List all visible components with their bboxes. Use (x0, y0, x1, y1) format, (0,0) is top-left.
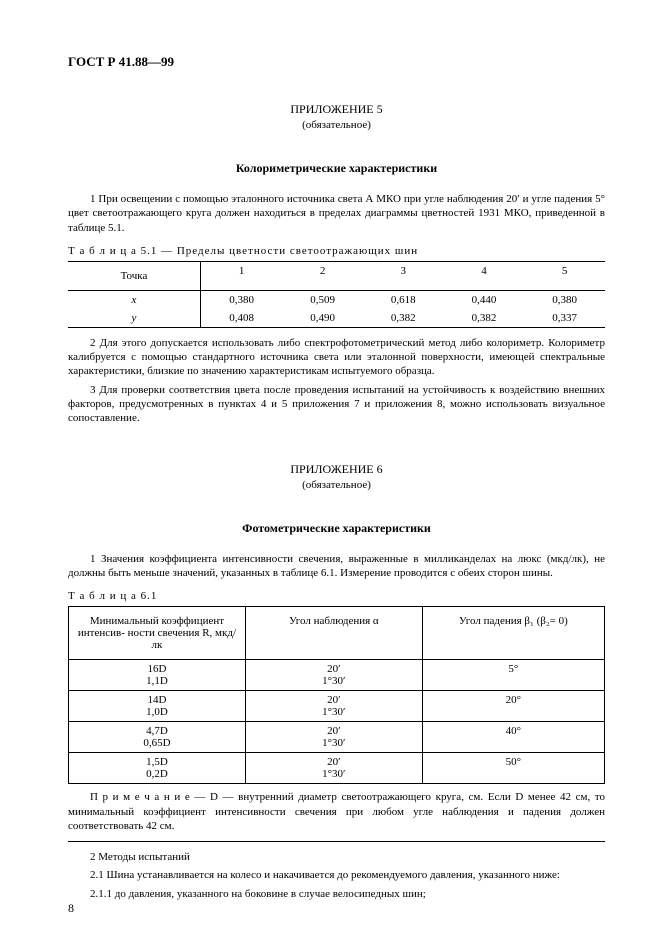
appendix5-subtitle: (обязательное) (68, 119, 605, 131)
t51-cell: 0,509 (282, 290, 363, 309)
t61-cell: 14D1,0D (69, 691, 246, 722)
t61-cell: 4,7D0,65D (69, 722, 246, 753)
app5-para1: 1 При освещении с помощью эталонного ист… (68, 192, 605, 235)
t61-header: Угол наблюдения α (245, 607, 422, 660)
page-number: 8 (68, 901, 74, 916)
t61-cell: 40° (422, 722, 604, 753)
t51-cell: 0,380 (201, 290, 283, 309)
t61-cell: 20′1°30′ (245, 722, 422, 753)
app5-para3-text: 3 Для проверки соответствия цвета после … (68, 384, 605, 425)
appendix6-section-title: Фотометрические характеристики (68, 521, 605, 536)
t61-cell: 1,5D0,2D (69, 753, 246, 784)
app6-para2-text: 2 Методы испытаний (90, 851, 190, 863)
t51-col: 4 (444, 261, 525, 290)
t61-cell: 20′1°30′ (245, 660, 422, 691)
table-51: Точка 1 2 3 4 5 x 0,380 0,509 0,618 0,44… (68, 261, 605, 328)
t51-col: 2 (282, 261, 363, 290)
app5-para2: 2 Для этого допускается использовать либ… (68, 336, 605, 379)
appendix5-section-title: Колориметрические характеристики (68, 161, 605, 176)
t51-cell: 0,382 (444, 309, 525, 328)
app6-para2-1-1: 2.1.1 до давления, указанного на боковин… (68, 887, 605, 901)
appendix5-title: ПРИЛОЖЕНИЕ 5 (68, 102, 605, 117)
table61-note: П р и м е ч а н и е — D — внутренний диа… (68, 790, 605, 842)
appendix6-title: ПРИЛОЖЕНИЕ 6 (68, 462, 605, 477)
t61-cell: 16D1,1D (69, 660, 246, 691)
t61-cell: 5° (422, 660, 604, 691)
app6-para2-1: 2.1 Шина устанавливается на колесо и нак… (68, 868, 605, 882)
t51-cell: 0,380 (524, 290, 605, 309)
t61-cell: 20′1°30′ (245, 753, 422, 784)
t61-header: Угол падения β₁ (β₂= 0) (422, 607, 604, 660)
table61-caption: Т а б л и ц а 6.1 (68, 590, 605, 602)
app6-para2: 2 Методы испытаний (68, 850, 605, 864)
app6-para1: 1 Значения коэффициента интенсивности св… (68, 552, 605, 581)
t51-cell: 0,337 (524, 309, 605, 328)
t51-row-label: x (68, 290, 201, 309)
t51-cell: 0,490 (282, 309, 363, 328)
app6-para1-text: 1 Значения коэффициента интенсивности св… (68, 553, 605, 579)
app5-para2-text: 2 Для этого допускается использовать либ… (68, 337, 605, 378)
t51-col: 3 (363, 261, 444, 290)
t51-point-label: Точка (68, 261, 201, 290)
t61-cell: 20′1°30′ (245, 691, 422, 722)
table51-caption: Т а б л и ц а 5.1 — Пределы цветности св… (68, 245, 605, 257)
t51-cell: 0,382 (363, 309, 444, 328)
app6-para2-1-1-text: 2.1.1 до давления, указанного на боковин… (90, 888, 426, 900)
app6-para2-1-text: 2.1 Шина устанавливается на колесо и нак… (90, 869, 560, 881)
t51-cell: 0,408 (201, 309, 283, 328)
table61-note-text: П р и м е ч а н и е — D — внутренний диа… (68, 791, 605, 832)
t61-header: Минимальный коэффициент интенсив- ности … (69, 607, 246, 660)
t61-cell: 20° (422, 691, 604, 722)
table-61: Минимальный коэффициент интенсив- ности … (68, 606, 605, 784)
t51-col: 1 (201, 261, 283, 290)
app5-para3: 3 Для проверки соответствия цвета после … (68, 383, 605, 426)
t51-row-label: y (68, 309, 201, 328)
standard-code: ГОСТ Р 41.88—99 (68, 54, 605, 70)
t51-cell: 0,618 (363, 290, 444, 309)
t51-cell: 0,440 (444, 290, 525, 309)
appendix6-subtitle: (обязательное) (68, 479, 605, 491)
t61-cell: 50° (422, 753, 604, 784)
t51-col: 5 (524, 261, 605, 290)
app5-para1-text: 1 При освещении с помощью эталонного ист… (68, 193, 605, 234)
